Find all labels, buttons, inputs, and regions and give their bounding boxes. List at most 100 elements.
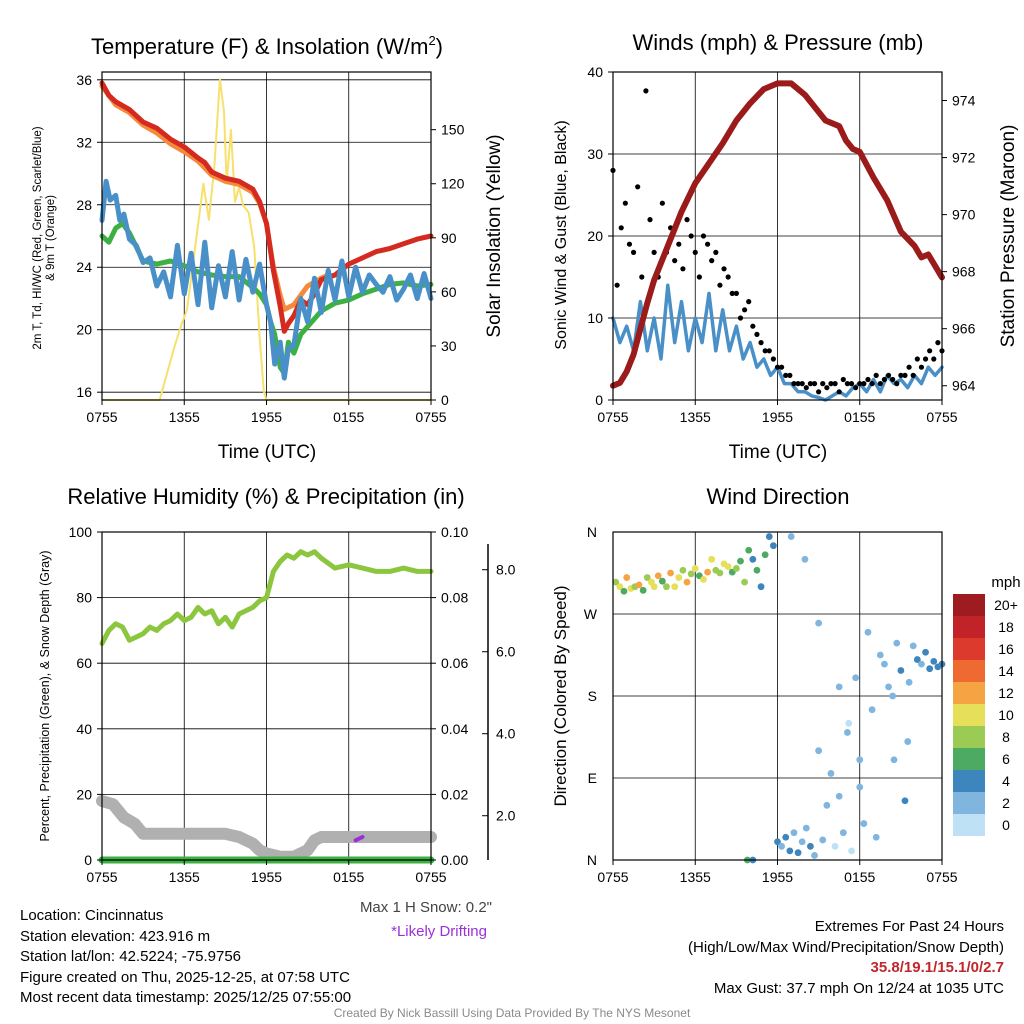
direction-point xyxy=(671,583,679,591)
gust-point xyxy=(922,356,929,362)
direction-point xyxy=(798,838,806,846)
gust-point xyxy=(865,376,871,383)
gust-point xyxy=(700,233,707,239)
y-tick-label: W xyxy=(584,606,598,622)
x-tick-label: 0755 xyxy=(597,409,628,425)
temperature-ylabel-1: 2m T, Td, HI/WC (Red, Green, Scarlet/Blu… xyxy=(32,126,44,349)
gust-point xyxy=(635,184,641,190)
gust-point xyxy=(647,217,653,223)
y2-tick-label: 0.06 xyxy=(441,655,468,671)
gust-point xyxy=(885,372,892,378)
direction-point xyxy=(876,651,884,659)
extremes-subtitle: (High/Low/Max Wind/Precipitation/Snow De… xyxy=(688,938,1004,956)
x-tick-label: 1955 xyxy=(251,409,282,425)
series-hi-wc xyxy=(99,178,434,381)
legend-label: 10 xyxy=(998,707,1014,723)
gust-point xyxy=(853,385,859,391)
y2-tick-label: 974 xyxy=(952,93,976,109)
winds-ylabel: Sonic Wind & Gust (Blue, Black) xyxy=(553,120,570,349)
legend-swatch xyxy=(953,660,985,682)
direction-point xyxy=(802,824,810,832)
gust-point xyxy=(721,266,727,272)
winds-series xyxy=(610,80,945,402)
series-pressure xyxy=(610,80,945,389)
y3-tick-label: 8.0 xyxy=(496,562,516,578)
direction-point xyxy=(737,557,744,565)
direction-point xyxy=(761,551,769,559)
winds-panel: Winds (mph) & Pressure (mb) 0755 1355 1955… xyxy=(553,30,1019,463)
direction-point xyxy=(835,683,843,691)
temperature-ticks: 0755 1355 1955 0155 0755 16 20 24 28 32 36 0 30 60 90 1… xyxy=(76,72,464,425)
y-tick-label: 80 xyxy=(76,590,92,606)
direction-point xyxy=(616,583,624,591)
direction-point xyxy=(753,566,761,574)
gust-point xyxy=(704,241,711,247)
direction-point xyxy=(872,833,880,841)
y2-tick-label: 0 xyxy=(441,392,449,408)
direction-point xyxy=(708,555,716,563)
gust-point xyxy=(680,266,686,272)
y-tick-label: 20 xyxy=(587,228,603,244)
gust-point xyxy=(848,381,855,387)
temperature-title: Temperature (F) & Insolation (W/m2) xyxy=(91,33,443,59)
x-tick-label: 1355 xyxy=(680,869,711,885)
gust-point xyxy=(807,381,814,387)
direction-point xyxy=(823,801,831,809)
legend-label: 20+ xyxy=(994,597,1018,613)
y-tick-label: 0 xyxy=(84,852,92,868)
y-tick-label: 10 xyxy=(587,310,603,326)
direction-point xyxy=(881,660,888,668)
direction-point xyxy=(675,574,683,581)
gust-point xyxy=(684,217,690,223)
direction-point xyxy=(889,692,897,700)
x-tick-label: 0755 xyxy=(926,409,957,425)
direction-point xyxy=(922,648,929,656)
direction-point xyxy=(679,566,687,574)
y-tick-label: N xyxy=(587,524,597,540)
humidity-ticks: 0755 1355 1955 0155 07550204060801000.000.02… xyxy=(69,524,516,885)
y-tick-label: 32 xyxy=(76,134,92,150)
direction-point xyxy=(856,756,864,764)
direction-point xyxy=(790,829,798,837)
direction-point xyxy=(885,683,892,691)
legend-label: 0 xyxy=(1002,817,1010,833)
y-tick-label: 40 xyxy=(76,721,92,737)
direction-point xyxy=(635,581,643,589)
x-tick-label: 0755 xyxy=(86,409,117,425)
gust-point xyxy=(787,372,793,378)
x-tick-label: 0755 xyxy=(415,409,446,425)
recent-text: Most recent data timestamp: 2025/12/25 0… xyxy=(20,989,352,1006)
gust-point xyxy=(898,372,904,378)
legend-swatch xyxy=(953,726,985,748)
gust-point xyxy=(758,340,764,346)
y-tick-label: 24 xyxy=(76,259,92,275)
gust-point xyxy=(791,381,797,387)
legend-swatch xyxy=(953,616,985,638)
legend-label: 4 xyxy=(1002,773,1010,789)
y2-tick-label: 90 xyxy=(441,230,457,246)
direction-point xyxy=(716,569,724,577)
direction-point xyxy=(845,719,853,727)
legend-label: 6 xyxy=(1002,751,1010,767)
direction-point xyxy=(787,533,795,540)
y2-tick-label: 964 xyxy=(952,378,976,394)
legend-swatch xyxy=(953,704,985,726)
gust-point xyxy=(713,249,719,255)
gust-point xyxy=(737,315,744,321)
gust-point xyxy=(717,282,723,288)
y2-tick-label: 0.08 xyxy=(441,590,468,606)
direction-point xyxy=(794,849,802,857)
legend-label: 14 xyxy=(998,663,1014,679)
series-2m-t xyxy=(99,80,434,334)
direction-point xyxy=(663,583,670,591)
gust-point xyxy=(824,385,830,391)
gust-point xyxy=(709,258,715,264)
direction-point xyxy=(650,583,658,591)
y-tick-label: S xyxy=(588,688,597,704)
y3-tick-label: 6.0 xyxy=(496,644,516,660)
direction-point xyxy=(683,578,691,586)
gust-point xyxy=(869,381,875,387)
y2-tick-label: 0.02 xyxy=(441,786,468,802)
y3-tick-label: 4.0 xyxy=(496,726,516,742)
direction-point xyxy=(904,738,912,745)
